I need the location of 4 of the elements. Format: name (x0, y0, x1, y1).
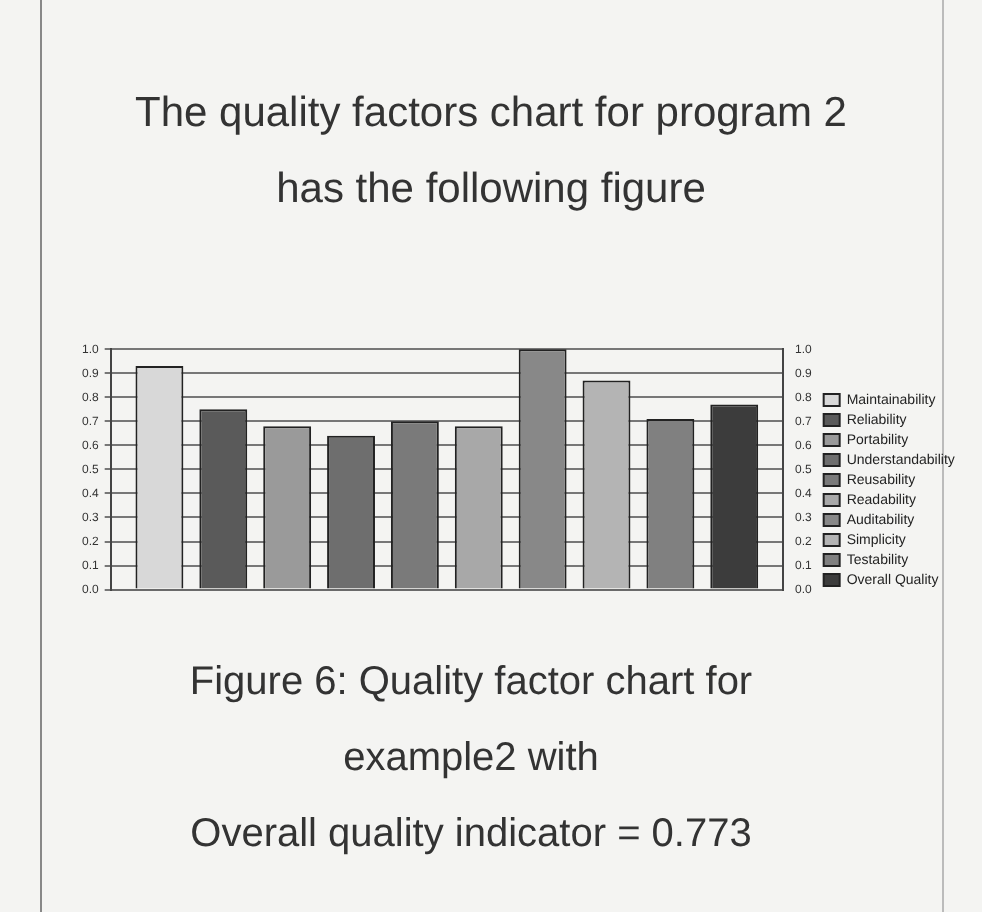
caption: Figure 6: Quality factor chart for (187, 658, 755, 708)
text: example2 with (341, 734, 601, 784)
chart-title: The quality factors chart for program 2 has the following figure (133, 88, 849, 216)
text: Overall quality indicator = 0.773 (188, 810, 754, 860)
